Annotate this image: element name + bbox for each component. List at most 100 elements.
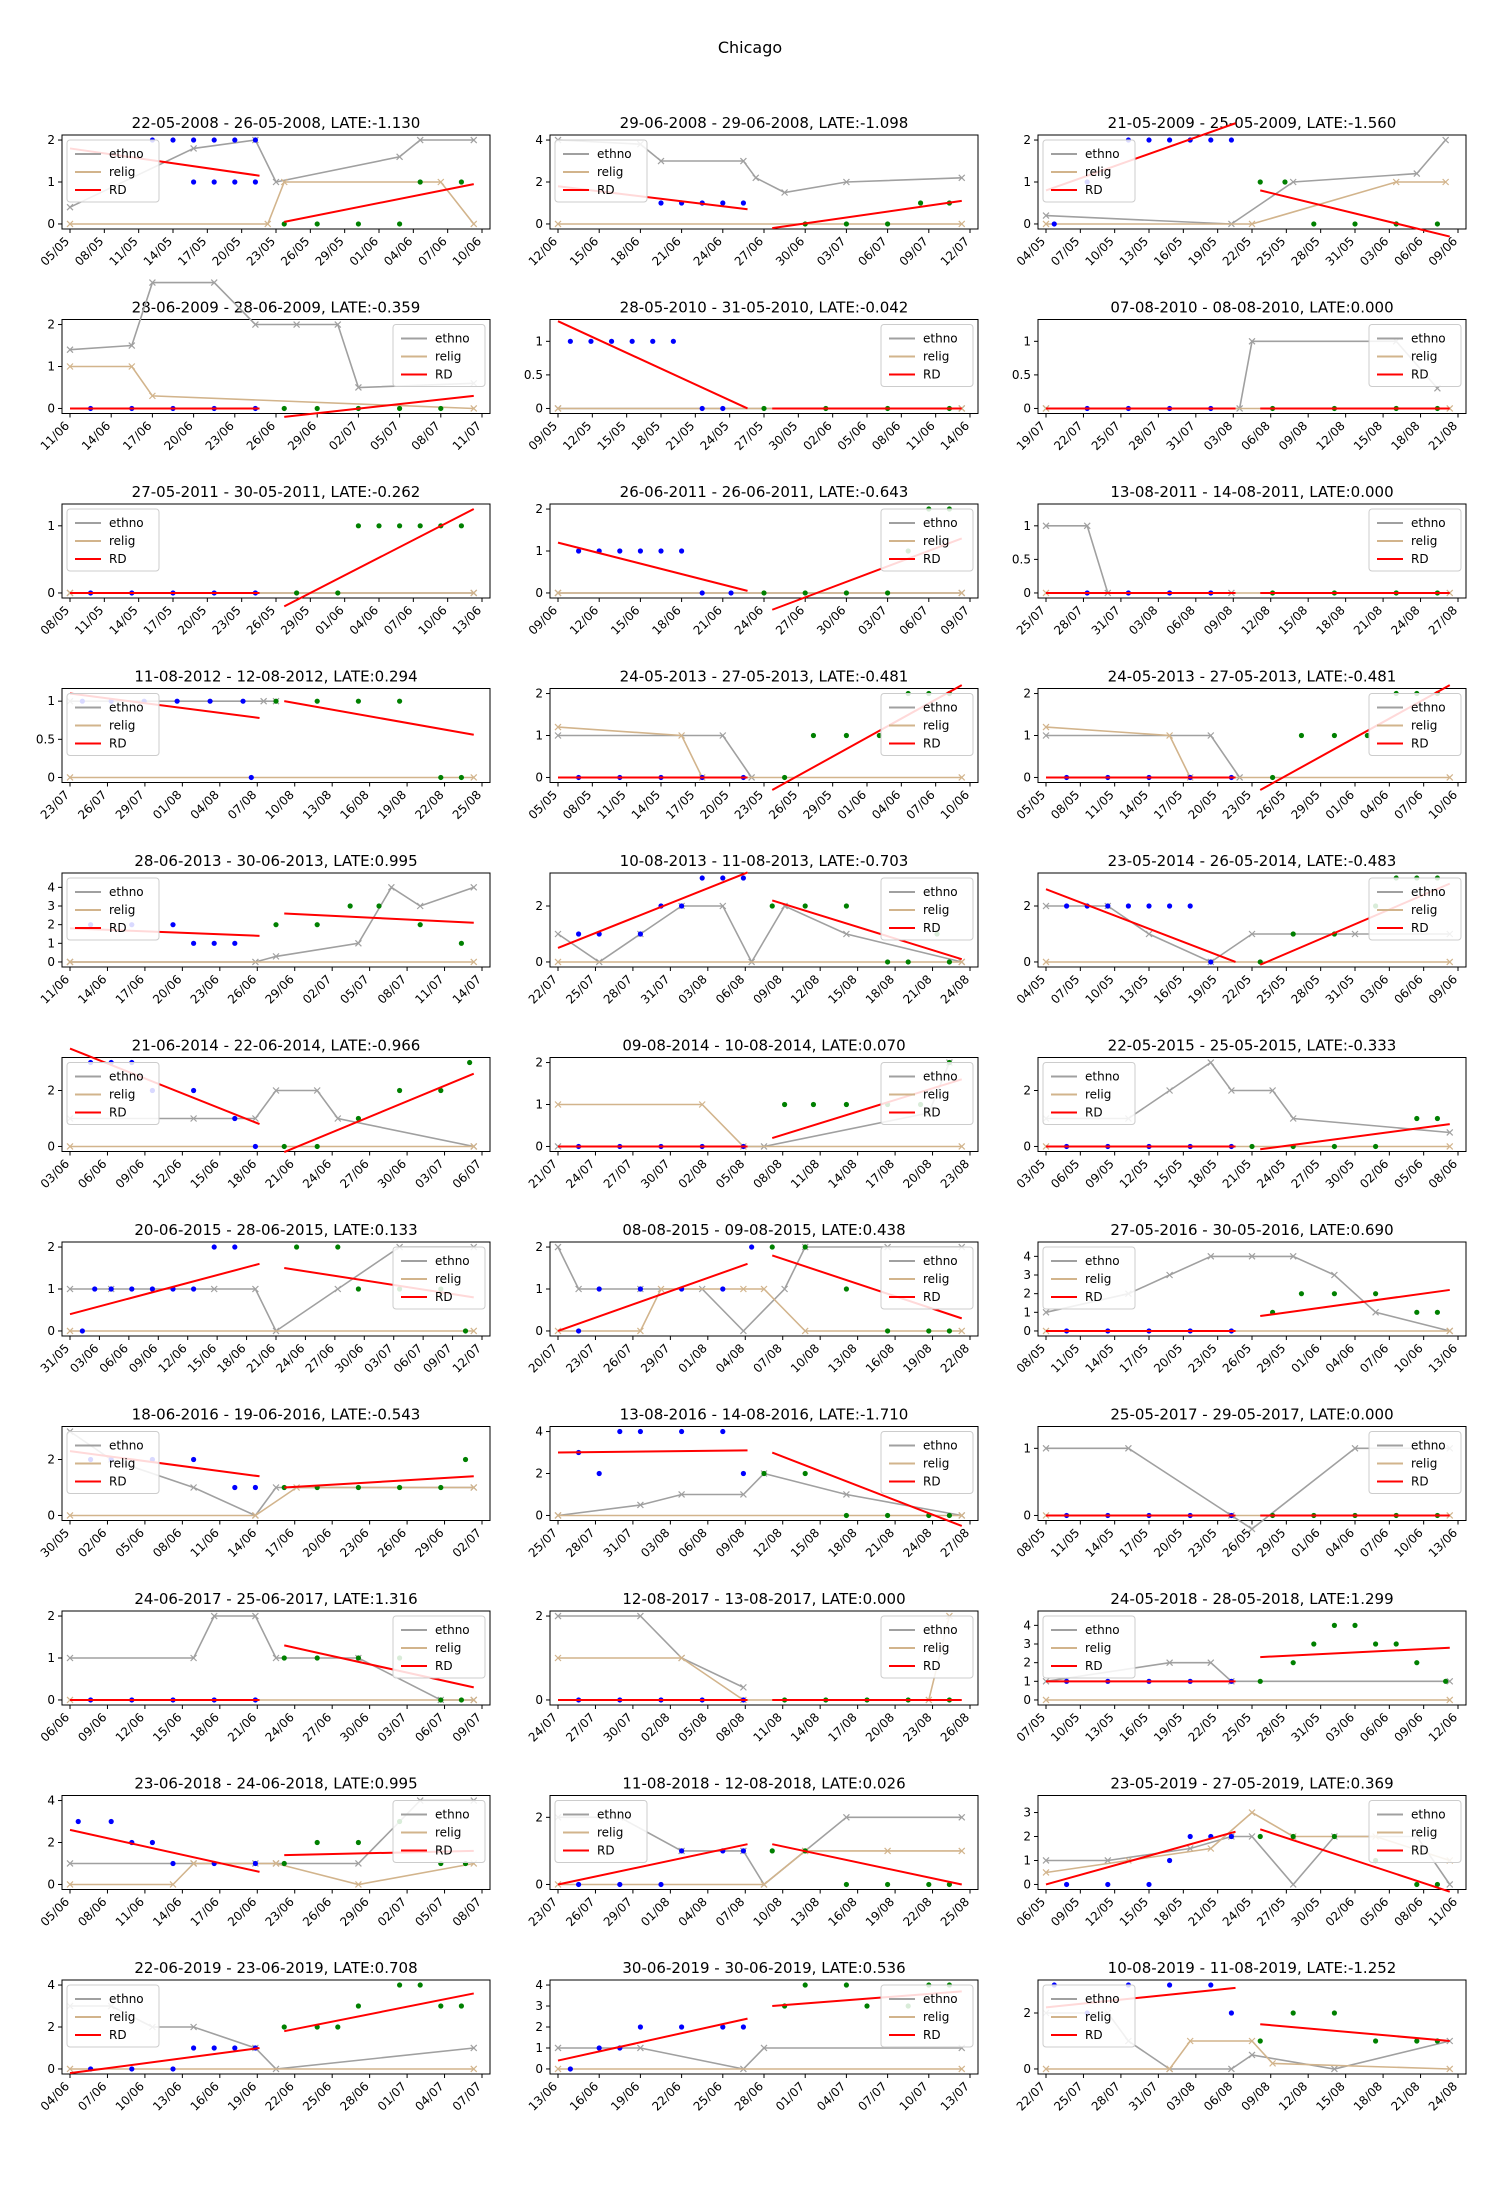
- ethno-marker: [554, 2044, 562, 2052]
- x-tick-label: 08/07: [375, 972, 409, 1006]
- ethno-marker: [1042, 732, 1050, 739]
- legend-label-relig: relig: [923, 903, 949, 917]
- x-tick-label: 05/06: [835, 419, 869, 453]
- x-tick-label: 30/07: [601, 1710, 635, 1744]
- x-tick-label: 07/05: [1048, 234, 1082, 268]
- pre-point: [1146, 1881, 1152, 1888]
- pre-point: [248, 774, 254, 781]
- y-tick-label: 1: [47, 694, 55, 708]
- x-tick-label: 26/05: [278, 234, 312, 268]
- post-point: [1331, 2010, 1337, 2016]
- relig-marker: [636, 1327, 644, 1335]
- relig-marker: [1042, 1696, 1050, 1704]
- ethno-marker: [1446, 1881, 1454, 1888]
- x-tick-label: 19/08: [900, 1341, 934, 1375]
- legend-label-relig: relig: [923, 534, 949, 548]
- x-tick-label: 17/06: [188, 1895, 222, 1929]
- rd-line-left: [69, 1047, 260, 1126]
- ethno-marker: [260, 697, 268, 705]
- y-tick-label: 0: [47, 217, 55, 231]
- post-point: [885, 221, 891, 227]
- ethno-marker: [1042, 522, 1050, 530]
- x-tick-label: 03/06: [1357, 234, 1391, 268]
- x-tick-label: 08/06: [150, 1526, 184, 1560]
- x-tick-label: 25/08: [938, 1895, 972, 1929]
- pre-point: [740, 2024, 747, 2030]
- relig-marker: [554, 589, 562, 597]
- x-tick-label: 06/08: [713, 972, 747, 1006]
- subplot-title: 21-06-2014 - 22-06-2014, LATE:-0.966: [132, 1037, 421, 1055]
- subplot-title: 24-06-2017 - 25-06-2017, LATE:1.316: [134, 1590, 417, 1608]
- x-tick-label: 19/08: [863, 1895, 897, 1929]
- x-tick-label: 25/08: [450, 788, 484, 822]
- post-point: [335, 590, 341, 596]
- legend-label-ethno: ethno: [1085, 1623, 1120, 1637]
- ethno-marker: [554, 1243, 562, 1251]
- legend-box: [554, 139, 648, 203]
- relig-line: [70, 365, 474, 410]
- ethno-marker: [575, 1285, 583, 1293]
- ethno-marker: [1351, 1444, 1359, 1452]
- relig-marker: [958, 958, 966, 966]
- x-tick-label: 10/06: [938, 788, 972, 822]
- x-tick-label: 16/08: [825, 1895, 859, 1929]
- x-tick-label: 08/08: [750, 1157, 784, 1191]
- x-tick-label: 10/05: [1082, 972, 1116, 1006]
- ethno-marker: [554, 732, 562, 739]
- y-tick-label: 2: [47, 1836, 55, 1850]
- pre-point: [617, 1428, 623, 1435]
- subplot-title: 24-05-2013 - 27-05-2013, LATE:-0.481: [1108, 668, 1397, 686]
- x-tick-label: 16/05: [1151, 234, 1185, 268]
- x-tick-label: 06/08: [1164, 603, 1198, 637]
- x-tick-label: 09/07: [450, 1710, 484, 1744]
- x-tick-label: 25/07: [526, 1526, 560, 1560]
- pre-point: [1228, 2010, 1234, 2016]
- y-tick-label: 2: [535, 1240, 543, 1254]
- post-point: [438, 1087, 444, 1094]
- post-point: [1352, 221, 1358, 227]
- x-tick-label: 10/06: [113, 2079, 147, 2113]
- subplot: 28-05-2010 - 31-05-2010, LATE:-0.042 0 0.5…: [524, 299, 979, 453]
- post-point: [1443, 1678, 1449, 1684]
- x-tick-label: 29/06: [262, 972, 296, 1006]
- ethno-marker: [1227, 1087, 1235, 1094]
- x-tick-label: 18/06: [188, 1710, 222, 1744]
- x-tick-label: 01/07: [375, 2079, 409, 2113]
- ethno-marker: [210, 1612, 218, 1620]
- pre-point: [252, 1143, 258, 1150]
- ethno-marker: [334, 321, 342, 328]
- subplot: 11-08-2018 - 12-08-2018, LATE:0.026 0 2 23/…: [526, 1775, 979, 1929]
- ethno-marker: [719, 732, 727, 739]
- ethno-marker: [1269, 1087, 1277, 1094]
- x-tick-label: 17/05: [175, 234, 209, 268]
- pre-point: [576, 931, 582, 937]
- x-tick-label: 23/05: [732, 788, 766, 822]
- x-tick-label: 21/07: [526, 1157, 560, 1191]
- subplot: 18-06-2016 - 19-06-2016, LATE:-0.543 0 2 30…: [38, 1406, 491, 1560]
- ethno-marker: [190, 145, 198, 152]
- pre-point: [576, 1328, 582, 1334]
- x-tick-label: 24/08: [1426, 2079, 1460, 2113]
- ethno-marker: [739, 157, 747, 165]
- ethno-marker: [678, 1491, 686, 1498]
- y-tick-label: 1: [47, 936, 55, 950]
- x-tick-label: 07/07: [855, 2079, 889, 2113]
- x-tick-label: 18/08: [1313, 603, 1347, 637]
- rd-line-right: [1259, 1828, 1451, 1893]
- post-point: [273, 698, 279, 704]
- x-tick-label: 04/06: [347, 603, 381, 637]
- pre-point: [1064, 903, 1070, 909]
- relig-marker: [1446, 2065, 1454, 2073]
- subplot-title: 28-06-2013 - 30-06-2013, LATE:0.995: [134, 852, 417, 870]
- legend-label-rd: RD: [1085, 1106, 1103, 1120]
- y-tick-label: 2: [47, 133, 55, 147]
- relig-marker: [1166, 2065, 1174, 2073]
- subplot: 30-06-2019 - 30-06-2019, LATE:0.536 0 1 2 3 4…: [526, 1959, 979, 2114]
- pre-point: [1146, 137, 1152, 143]
- ethno-line: [70, 1246, 474, 1333]
- x-tick-label: 01/06: [347, 234, 381, 268]
- x-tick-label: 12/08: [750, 1526, 784, 1560]
- ethno-marker: [1289, 1252, 1297, 1260]
- legend: ethno relig RD: [1042, 1062, 1136, 1125]
